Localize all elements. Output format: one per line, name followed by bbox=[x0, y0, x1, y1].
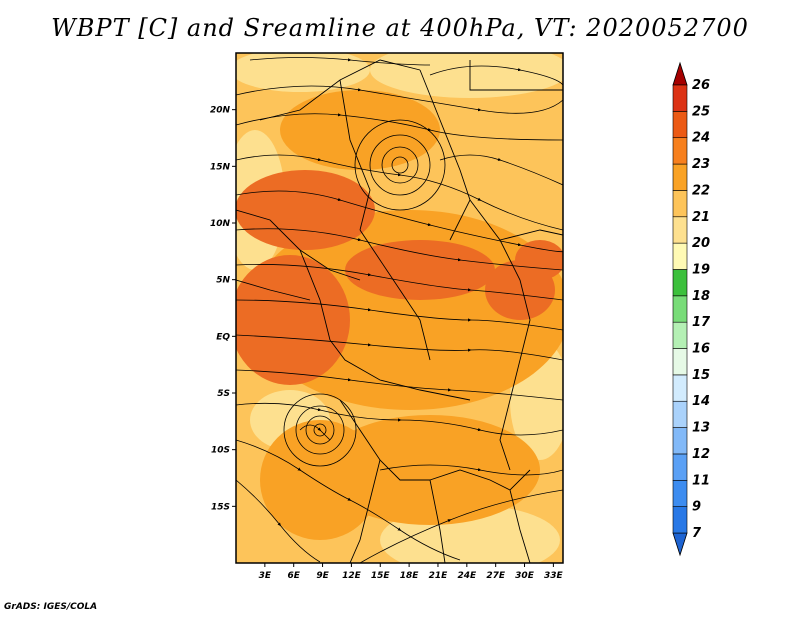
lat-tick-label: 10S bbox=[211, 446, 230, 456]
colorbar-label: 23 bbox=[692, 157, 710, 172]
lon-tick-label: 3E bbox=[259, 571, 272, 581]
lon-tick-label: 15E bbox=[371, 571, 391, 581]
lat-tick-label: 15N bbox=[210, 162, 231, 172]
colorbar-low-arrow bbox=[672, 532, 688, 557]
colorbar-segment bbox=[672, 374, 688, 402]
streamlines bbox=[236, 57, 563, 563]
colorbar-label: 9 bbox=[692, 500, 701, 515]
colorbar-label: 11 bbox=[692, 473, 710, 488]
colorbar-label: 24 bbox=[692, 131, 710, 146]
colorbar-segment bbox=[672, 190, 688, 218]
lon-tick-label: 33E bbox=[544, 571, 564, 581]
colorbar-segment bbox=[672, 216, 688, 244]
colorbar-segment bbox=[672, 400, 688, 428]
lon-tick-label: 6E bbox=[287, 571, 300, 581]
colorbar-segment bbox=[672, 321, 688, 349]
colorbar-segment bbox=[672, 242, 688, 270]
colorbar-segment bbox=[672, 453, 688, 481]
lon-tick-label: 9E bbox=[316, 571, 329, 581]
colorbar-segment bbox=[672, 427, 688, 455]
colorbar-label: 13 bbox=[692, 421, 710, 436]
colorbar-segment bbox=[672, 163, 688, 191]
colorbar-segment bbox=[672, 84, 688, 112]
vortex-north bbox=[354, 119, 446, 211]
map-frame bbox=[235, 52, 564, 564]
wbpt-field-light bbox=[236, 53, 563, 563]
colorbar-segment bbox=[672, 137, 688, 165]
vortex-south bbox=[283, 393, 357, 467]
lon-tick-label: 18E bbox=[400, 571, 420, 581]
lon-tick-label: 27E bbox=[486, 571, 506, 581]
map-title: WBPT [C] and Sreamline at 400hPa, VT: 20… bbox=[51, 14, 749, 42]
lat-tick-label: EQ bbox=[216, 332, 230, 342]
map-panel[interactable] bbox=[225, 42, 570, 575]
lon-tick-label: 24E bbox=[457, 571, 477, 581]
colorbar-label: 14 bbox=[692, 394, 710, 409]
colorbar-segment bbox=[672, 269, 688, 297]
colorbar-label: 19 bbox=[692, 262, 710, 277]
colorbar-label: 15 bbox=[692, 368, 710, 383]
latitude-axis: 20N 15N 10N 5N EQ 5S 10S 15S bbox=[210, 106, 236, 512]
colorbar-label: 22 bbox=[692, 183, 710, 198]
colorbar-segment bbox=[672, 111, 688, 139]
colorbar: 7 9 11 12 13 14 15 16 17 18 19 20 21 22 23 24 25 26 bbox=[672, 61, 711, 557]
colorbar-segment bbox=[672, 506, 688, 534]
colorbar-label: 18 bbox=[692, 289, 710, 304]
colorbar-label: 21 bbox=[692, 210, 710, 225]
lat-tick-label: 15S bbox=[211, 502, 230, 512]
colorbar-label: 12 bbox=[692, 447, 710, 462]
longitude-axis: 3E 6E 9E 12E 15E 18E 21E 24E 27E 30E 33E bbox=[259, 563, 564, 581]
lat-tick-label: 5S bbox=[217, 389, 230, 399]
country-borders bbox=[236, 59, 563, 563]
colorbar-segment bbox=[672, 295, 688, 323]
lat-tick-label: 5N bbox=[216, 276, 230, 286]
colorbar-label: 7 bbox=[692, 526, 702, 541]
lat-tick-label: 10N bbox=[210, 219, 231, 229]
credit-text: GrADS: IGES/COLA bbox=[4, 602, 98, 612]
colorbar-label: 20 bbox=[692, 236, 710, 251]
colorbar-label: 16 bbox=[692, 342, 710, 357]
colorbar-high-arrow bbox=[672, 61, 688, 86]
colorbar-segment bbox=[672, 348, 688, 376]
lat-tick-label: 20N bbox=[210, 106, 231, 116]
colorbar-label: 25 bbox=[692, 104, 710, 119]
colorbar-label: 17 bbox=[692, 315, 711, 330]
lon-tick-label: 30E bbox=[515, 571, 535, 581]
colorbar-label: 26 bbox=[692, 78, 710, 93]
colorbar-segment bbox=[672, 479, 688, 507]
lon-tick-label: 21E bbox=[429, 571, 449, 581]
lon-tick-label: 12E bbox=[342, 571, 362, 581]
